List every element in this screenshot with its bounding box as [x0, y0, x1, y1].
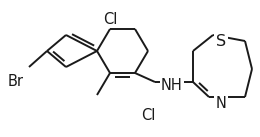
Text: Cl: Cl: [103, 12, 117, 26]
Text: Cl: Cl: [141, 108, 155, 122]
Text: Br: Br: [8, 75, 24, 89]
Text: NH: NH: [161, 79, 183, 93]
Text: S: S: [216, 35, 226, 49]
Text: N: N: [216, 96, 226, 112]
